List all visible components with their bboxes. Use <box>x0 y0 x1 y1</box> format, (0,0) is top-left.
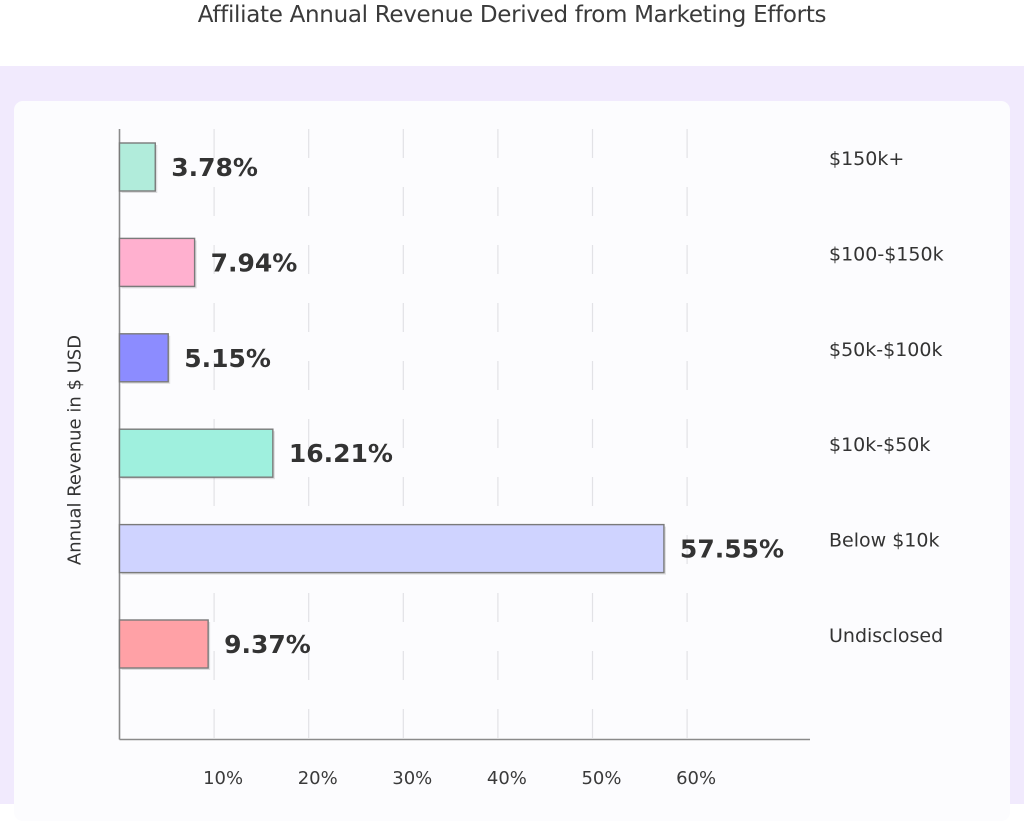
chart-title: Affiliate Annual Revenue Derived from Ma… <box>197 2 827 28</box>
x-tick-label: 50% <box>581 768 621 789</box>
bar-value-label: 5.15% <box>184 344 271 373</box>
bar-value-label: 16.21% <box>289 439 393 468</box>
bar <box>118 237 196 288</box>
x-tick-label: 40% <box>487 768 527 789</box>
bar <box>118 523 665 574</box>
bar-value-label: 7.94% <box>211 248 298 277</box>
category-label: Undisclosed <box>829 625 943 647</box>
category-label: $150k+ <box>829 148 904 170</box>
bar-value-label: 9.37% <box>224 630 311 659</box>
category-label: Below $10k <box>829 530 939 552</box>
bar <box>118 619 209 669</box>
x-tick-label: 10% <box>203 768 243 789</box>
category-label: $100-$150k <box>829 243 944 265</box>
bar-chart: 10% 20% 30% 40% 50% 60% 3.78% $150k+ 7.94% $100-$… <box>118 129 944 789</box>
category-label: $10k-$50k <box>829 434 930 456</box>
x-tick-label: 60% <box>676 768 716 789</box>
y-axis-label: Annual Revenue in $ USD <box>64 334 86 566</box>
bar <box>118 428 274 478</box>
x-tick-label: 30% <box>392 768 432 789</box>
bar <box>118 333 169 383</box>
bar-value-label: 3.78% <box>171 153 258 182</box>
x-tick-label: 20% <box>298 768 338 789</box>
bar <box>118 142 156 192</box>
category-label: $50k-$100k <box>829 339 942 361</box>
bar-value-label: 57.55% <box>680 535 784 564</box>
